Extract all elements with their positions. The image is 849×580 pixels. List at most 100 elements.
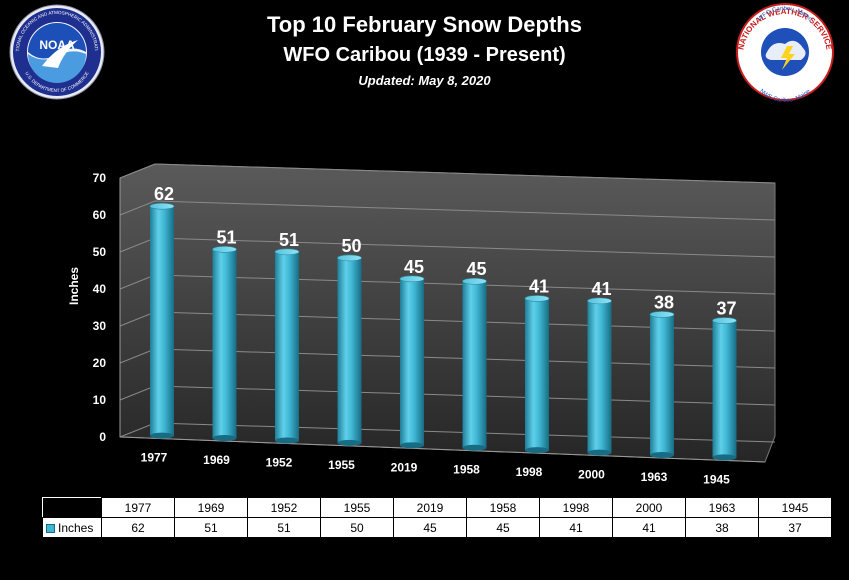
y-tick-label: 70 [93,171,107,185]
data-label: 38 [654,292,674,312]
bar-group: 51 [212,227,237,442]
data-table-value: 45 [393,517,467,538]
data-label: 45 [404,257,424,277]
data-table-year: 1977 [101,497,175,518]
bar [462,281,487,448]
bar-cap [149,202,175,210]
bar-cap [712,317,737,324]
bar-base [337,439,362,446]
bar-base [650,452,674,459]
y-tick-label: 50 [93,245,107,259]
bar-group: 45 [399,257,425,449]
x-tick-label: 1958 [453,463,480,477]
data-label: 62 [154,184,174,204]
gridline [119,200,776,221]
data-table-row: Inches 62 51 51 50 45 45 41 41 38 37 [42,517,832,538]
data-table-year: 1955 [320,497,394,518]
bar-cap [337,254,362,262]
data-table-corner [42,497,102,518]
gridline [119,163,776,184]
updated-date: Updated: May 8, 2020 [358,73,491,88]
x-tick-label: 1998 [516,465,543,479]
y-tick-label: 40 [93,282,107,296]
data-table-year: 1998 [539,497,613,518]
x-tick-label: 1955 [328,458,355,472]
bar-base [525,447,549,454]
bar-group: 41 [587,279,612,456]
x-axis: 1977 1969 1952 1955 2019 1958 1998 2000 1963 1945 [141,451,731,487]
bar-base [212,435,237,442]
x-tick-label: 1969 [203,453,230,467]
bar-cap [524,295,550,302]
bar-cap [649,311,675,318]
bar-group: 51 [274,230,300,444]
data-table-value: 51 [247,517,321,538]
x-tick-label: 1963 [641,470,668,484]
data-table-year: 1952 [247,497,321,518]
y-tick-label: 60 [93,208,107,222]
bar [587,300,612,453]
data-table-year: 2000 [612,497,686,518]
data-label: 50 [341,236,361,256]
y-tick-label: 0 [99,430,106,444]
y-tick-label: 10 [93,393,107,407]
data-label: 51 [279,230,299,250]
chart-title: Top 10 February Snow Depths [267,12,582,37]
data-label: 41 [591,279,611,299]
data-table-series-label: Inches [42,517,102,538]
x-tick-label: 1945 [703,472,730,486]
bar-cap [587,297,612,305]
data-table-header-row: 1977 1969 1952 1955 2019 1958 1998 2000 1963 1945 [42,497,832,518]
data-label: 51 [216,227,236,247]
y-tick-label: 30 [93,319,107,333]
bar-series: 62 51 51 50 45 45 41 41 38 37 [149,184,737,461]
data-table-value: 51 [174,517,248,538]
data-table-value: 37 [758,517,832,538]
bar-group: 45 [462,259,487,451]
bar [275,251,299,441]
bar [337,257,362,443]
data-table-value: 41 [539,517,613,538]
data-table-year: 2019 [393,497,467,518]
data-table-value: 38 [685,517,759,538]
bar [150,206,174,436]
bar-base [150,432,174,439]
data-label: 45 [466,259,486,279]
data-table: 1977 1969 1952 1955 2019 1958 1998 2000 1963 1945… [42,497,832,538]
bar-base [275,437,299,444]
data-table-value: 50 [320,517,394,538]
bar [650,314,674,456]
bar-cap [399,275,425,283]
data-table-year: 1969 [174,497,248,518]
nws-logo-icon: NATIONAL WEATHER SERVICE WFO Caribou, Ma… [736,3,834,102]
bar-group: 37 [712,299,737,461]
x-tick-label: 1977 [141,451,168,465]
series-name: Inches [58,520,94,535]
noaa-logo-icon: NOAA NATIONAL OCEANIC AND ATMOSPHERIC AD… [6,4,105,100]
x-tick-label: 2000 [578,468,605,482]
noaa-logo-text: NOAA [39,38,75,52]
bar-group: 38 [649,292,675,459]
bar [525,298,549,451]
x-tick-label: 2019 [391,460,418,474]
bar-base [400,442,424,449]
y-tick-label: 20 [93,356,107,370]
data-label: 41 [529,276,549,296]
bar [712,320,737,458]
bar-chart: 0 10 20 30 40 50 60 70 62 51 51 50 45 45 41 41 38 37 197… [67,163,776,487]
chart-subtitle: WFO Caribou (1939 - Present) [283,44,566,66]
x-axis-line [119,436,766,463]
bar-base [587,449,612,456]
legend-swatch-icon [46,523,55,533]
bar-base [462,444,487,451]
bar-group: 50 [337,236,362,446]
y-axis-label: Inches [67,267,81,305]
data-table-value: 45 [466,517,540,538]
data-table-value: 41 [612,517,686,538]
bar-group: 41 [524,276,550,454]
x-tick-label: 1952 [266,455,293,469]
bar-cap [274,248,300,256]
y-axis: 0 10 20 30 40 50 60 70 [93,171,766,463]
data-table-year: 1963 [685,497,759,518]
bar-base [712,454,737,461]
